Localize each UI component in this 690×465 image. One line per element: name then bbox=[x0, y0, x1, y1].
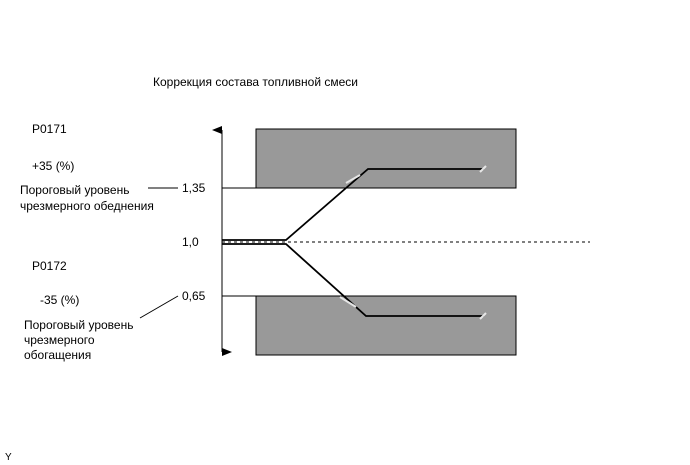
lean-code: P0171 bbox=[32, 122, 67, 136]
rich-threshold-label-line-2: чрезмерного bbox=[24, 333, 95, 347]
rich-trend-line bbox=[222, 243, 484, 317]
lean-trend-line bbox=[222, 168, 484, 241]
lean-threshold-zone bbox=[255, 128, 517, 189]
diagram-title: Коррекция состава топливной смеси bbox=[153, 75, 359, 89]
corner-mark: Y bbox=[5, 452, 12, 463]
lean-percent: +35 (%) bbox=[32, 159, 75, 173]
upper-level-value: 1,35 bbox=[182, 181, 206, 195]
lower-level-value: 0,65 bbox=[182, 289, 206, 303]
rich-threshold-label-line-3: обогащения bbox=[24, 348, 92, 362]
rich-threshold-label-line-1: Пороговый уровень bbox=[24, 318, 134, 332]
rich-percent: -35 (%) bbox=[40, 293, 80, 307]
center-level-value: 1,0 bbox=[182, 235, 199, 249]
lean-end-mark bbox=[479, 165, 487, 173]
lean-threshold-label-line-2: чрезмерного обеднения bbox=[20, 199, 154, 213]
rich-label-leader bbox=[139, 295, 179, 319]
rich-threshold-zone bbox=[255, 295, 517, 356]
lean-highlight-mark bbox=[345, 174, 361, 184]
lean-threshold-label-line-1: Пороговый уровень bbox=[20, 183, 130, 197]
rich-code: P0172 bbox=[32, 259, 67, 273]
rich-end-mark bbox=[479, 312, 487, 320]
rich-highlight-mark bbox=[339, 296, 357, 308]
